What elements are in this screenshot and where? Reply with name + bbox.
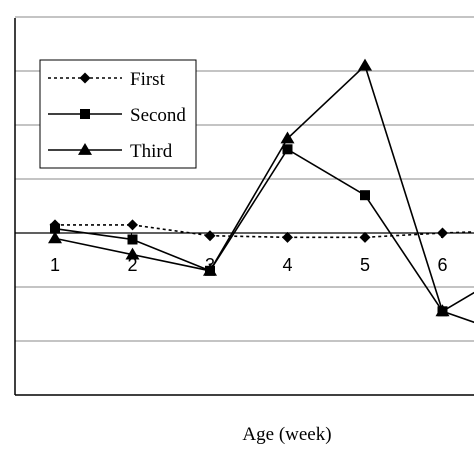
x-tick-label: 4 [282,255,292,275]
square-marker [50,223,60,234]
legend-label: First [130,69,166,90]
square-marker [127,234,138,245]
legend-entry-third: Third [48,141,173,162]
legend: First Second Third [39,59,197,169]
diamond-marker [282,231,293,243]
triangle-marker [125,247,140,260]
square-marker [360,190,370,201]
x-axis-label: Age (week) [242,424,331,445]
x-tick-label: 1 [50,255,60,275]
diamond-marker [204,230,216,242]
diamond-marker [437,227,448,239]
square-marker [80,109,90,119]
diamond-marker [79,72,91,84]
x-tick-label: 3 [205,255,215,275]
triangle-marker [78,143,92,155]
square-marker [282,144,293,155]
x-tick-label: 5 [360,255,370,275]
triangle-marker [435,304,450,317]
legend-label: Second [130,105,186,126]
series-first [49,219,474,243]
legend-label: Third [130,141,173,162]
legend-entry-second: Second [48,105,186,126]
triangle-marker [280,131,295,144]
series-line [55,224,474,239]
x-tick-labels: 1 2 3 4 5 6 [50,255,448,275]
diamond-marker [359,231,371,243]
triangle-marker [203,263,217,276]
diamond-marker [127,219,138,231]
legend-entry-first: First [48,69,166,90]
series-third [48,58,474,324]
triangle-marker [358,58,372,71]
series-second [50,144,474,317]
triangle-marker [48,231,62,244]
series-layer [48,58,474,324]
legend-entries: First Second Third [48,69,186,162]
x-tick-label: 6 [437,255,447,275]
x-tick-label: 2 [127,255,137,275]
